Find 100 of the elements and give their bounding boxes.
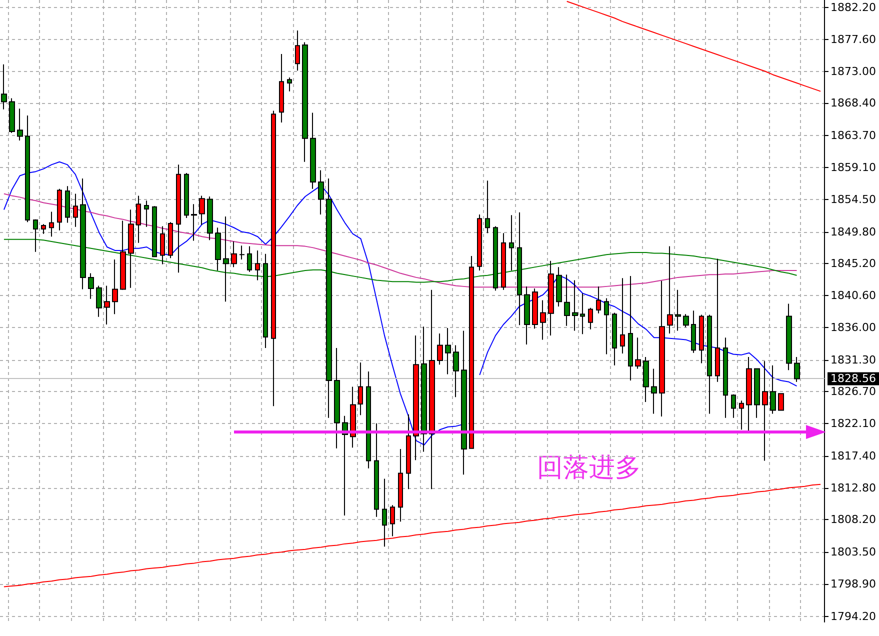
y-tick-label: 1808.20 — [830, 513, 876, 526]
candlestick — [374, 422, 379, 518]
candlestick — [699, 314, 704, 364]
y-tick-label: 1803.50 — [830, 546, 876, 559]
candlestick — [421, 326, 427, 452]
candlestick — [49, 211, 54, 238]
y-tick-label: 1840.60 — [830, 288, 876, 302]
candlestick — [715, 258, 720, 382]
candlestick — [390, 504, 395, 537]
candlestick — [398, 448, 403, 522]
candlestick — [723, 337, 728, 418]
candlestick — [17, 108, 23, 141]
y-tick-label: 1836.00 — [830, 320, 876, 334]
candlestick — [461, 330, 467, 476]
candlestick — [406, 414, 411, 490]
candlestick — [596, 286, 601, 314]
y-tick-label: 1798.90 — [830, 577, 876, 590]
candlestick — [667, 246, 673, 334]
y-tick-label: 1826.70 — [830, 385, 876, 398]
candlestick — [41, 224, 46, 234]
candlestick — [628, 276, 633, 382]
y-tick-label: 1873.00 — [830, 64, 876, 78]
candlestick — [762, 360, 768, 462]
line-series — [3, 484, 822, 588]
y-tick-label: 1822.10 — [830, 416, 876, 430]
y-tick-label: 1863.70 — [830, 129, 876, 142]
candlestick — [287, 76, 292, 92]
candlestick — [334, 348, 340, 449]
candlestick — [580, 292, 585, 335]
candlestick — [485, 180, 490, 234]
candlestick — [136, 195, 141, 244]
y-tick-label: 1831.30 — [830, 353, 876, 366]
candlestick — [651, 368, 657, 414]
candlestick — [247, 246, 252, 272]
candlestick — [754, 368, 760, 418]
candlestick — [437, 332, 443, 366]
candlestick — [453, 344, 459, 398]
candlestick — [604, 298, 609, 355]
candlestick — [778, 393, 784, 411]
candlestick — [184, 172, 189, 218]
y-tick-label: 1845.20 — [830, 257, 876, 270]
candlestick — [794, 356, 800, 382]
candlestick — [691, 310, 696, 354]
candlestick — [469, 255, 474, 449]
candlestick — [231, 240, 237, 268]
candlestick — [358, 362, 363, 416]
y-tick-label: 1854.50 — [830, 192, 876, 206]
candlestick — [770, 364, 776, 414]
candlestick — [57, 188, 62, 231]
candlestick — [659, 280, 665, 418]
candlestick — [477, 214, 482, 272]
candlestick — [104, 285, 110, 325]
candlestick — [128, 209, 134, 288]
candlestick — [445, 327, 451, 375]
candlestick — [707, 314, 712, 414]
candlestick — [556, 266, 562, 308]
y-tick-label: 1882.20 — [830, 1, 876, 14]
candlestick — [160, 226, 165, 265]
ref-line-label: 1828.56 — [830, 372, 876, 386]
candlestick — [429, 289, 435, 490]
candlestick — [350, 386, 356, 448]
candlestick — [176, 164, 181, 274]
candlestick — [786, 303, 792, 371]
candlestick — [279, 53, 284, 123]
candlestick — [302, 42, 308, 162]
candlestick — [612, 312, 617, 366]
y-tick-label: 1817.40 — [830, 449, 876, 462]
candlestick — [731, 394, 736, 418]
candlestick — [255, 250, 260, 281]
candlestick — [1, 64, 7, 110]
candlestick — [572, 280, 578, 332]
candlestick — [199, 195, 205, 226]
candlestick — [366, 371, 371, 469]
candlestick — [25, 115, 30, 223]
candlestick — [548, 260, 554, 336]
candlestick — [96, 285, 102, 318]
y-tick-label: 1849.80 — [830, 225, 876, 238]
candlestick — [540, 300, 546, 340]
candlestick — [271, 110, 276, 407]
candlestick — [310, 112, 316, 190]
candlestick — [318, 170, 324, 215]
y-tick-label: 1877.60 — [830, 32, 876, 46]
candlestick — [168, 222, 173, 259]
candlestick — [564, 274, 570, 326]
candlestick — [524, 286, 530, 346]
candlestick — [413, 335, 419, 461]
candlestick — [120, 220, 126, 290]
candlestick — [207, 196, 213, 241]
candlestick — [144, 200, 149, 228]
candlestick — [501, 232, 506, 290]
candlestick — [643, 356, 649, 402]
candlestick — [675, 289, 681, 332]
candlestick — [746, 356, 752, 432]
candlestick — [382, 478, 387, 548]
candlestick — [588, 307, 593, 330]
y-tick-label: 1859.10 — [830, 160, 876, 174]
candlestick — [295, 30, 300, 72]
y-tick-label: 1794.20 — [830, 610, 876, 623]
line-series — [566, 0, 822, 92]
candlestick — [620, 278, 625, 354]
